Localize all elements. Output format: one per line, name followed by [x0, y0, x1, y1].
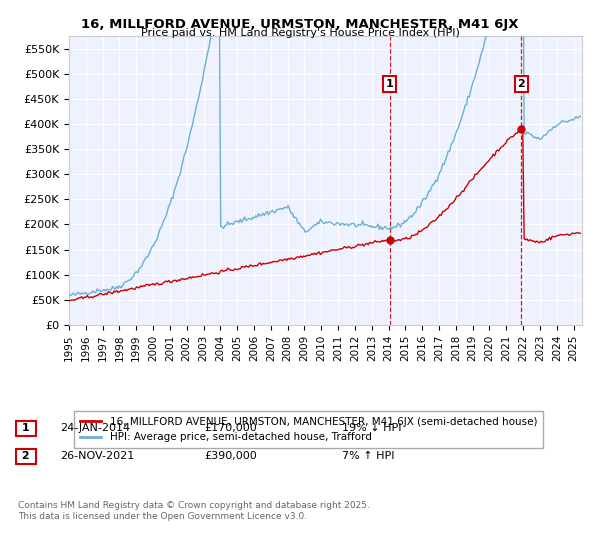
Text: 7% ↑ HPI: 7% ↑ HPI: [342, 451, 395, 461]
Text: 1: 1: [386, 79, 394, 89]
Legend: 16, MILLFORD AVENUE, URMSTON, MANCHESTER, M41 6JX (semi-detached house), HPI: Av: 16, MILLFORD AVENUE, URMSTON, MANCHESTER…: [74, 411, 544, 449]
Text: Contains HM Land Registry data © Crown copyright and database right 2025.
This d: Contains HM Land Registry data © Crown c…: [18, 501, 370, 521]
Text: 24-JAN-2014: 24-JAN-2014: [60, 423, 130, 433]
Text: £390,000: £390,000: [204, 451, 257, 461]
Text: 1: 1: [18, 423, 34, 433]
Text: Price paid vs. HM Land Registry's House Price Index (HPI): Price paid vs. HM Land Registry's House …: [140, 28, 460, 38]
Text: 19% ↓ HPI: 19% ↓ HPI: [342, 423, 401, 433]
Text: 26-NOV-2021: 26-NOV-2021: [60, 451, 134, 461]
Text: £170,000: £170,000: [204, 423, 257, 433]
Text: 16, MILLFORD AVENUE, URMSTON, MANCHESTER, M41 6JX: 16, MILLFORD AVENUE, URMSTON, MANCHESTER…: [81, 18, 519, 31]
Text: 2: 2: [18, 451, 34, 461]
Text: 2: 2: [518, 79, 526, 89]
